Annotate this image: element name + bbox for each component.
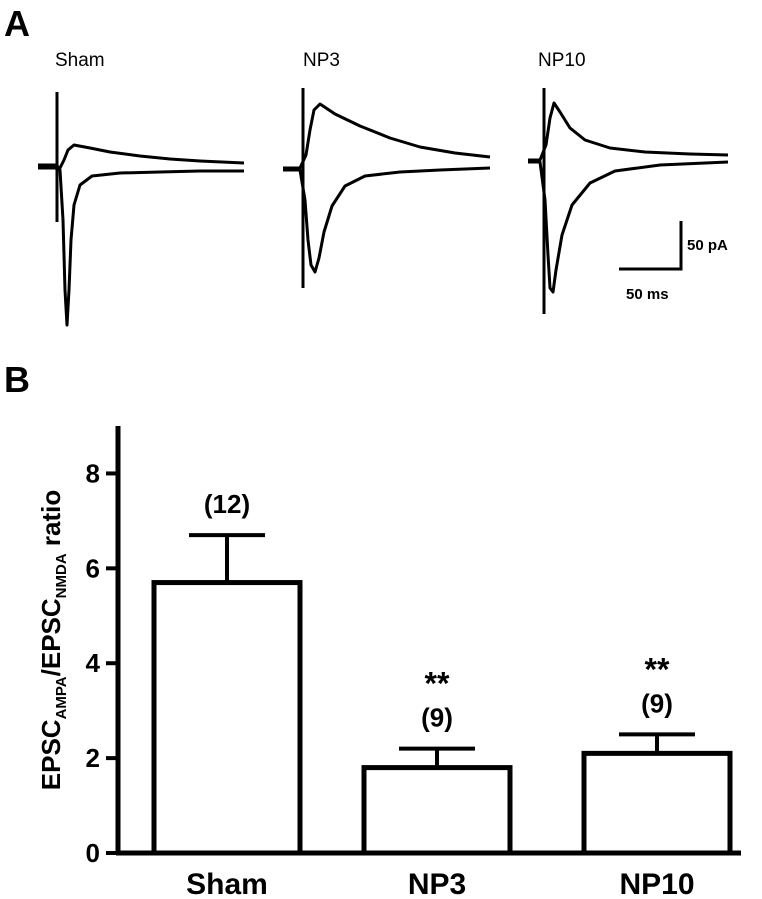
bar-sham <box>151 580 303 856</box>
trace-label-np10: NP10 <box>538 50 586 71</box>
scale-bar-lines <box>619 221 683 271</box>
significance-marker: ** <box>645 651 670 687</box>
bar-np10 <box>581 750 733 856</box>
x-tick-label: Sham <box>186 868 268 899</box>
n-label: (9) <box>641 688 673 718</box>
panel-b: B EPSCAMPA/EPSCNMDA ratio 0 2 4 6 8 (12) Sham (… <box>4 359 741 899</box>
trace-label-np3: NP3 <box>303 50 340 71</box>
y-axis-label-part-2: /EPSC <box>36 598 66 676</box>
trace-np3-inward <box>283 166 491 274</box>
scale-bar: 50 pA 50 ms <box>619 221 728 303</box>
y-axis-label: EPSCAMPA/EPSCNMDA ratio <box>36 490 70 790</box>
trace-np10 <box>528 88 729 314</box>
scale-bar-y-label: 50 pA <box>687 237 728 254</box>
scale-bar-x-label: 50 ms <box>626 286 669 303</box>
trace-sham <box>38 92 245 327</box>
trace-sham-outward <box>38 143 245 170</box>
trace-np3 <box>283 88 491 288</box>
bar-np3 <box>361 765 513 856</box>
x-tick-label: NP3 <box>408 868 466 899</box>
y-axis-label-part-3: ratio <box>36 490 66 554</box>
panel-a-label: A <box>4 3 30 44</box>
y-tick-label: 4 <box>86 648 101 678</box>
n-label: (12) <box>204 489 250 519</box>
significance-marker: ** <box>425 666 450 702</box>
trace-label-sham: Sham <box>55 50 105 71</box>
y-axis-label-sub-2: NMDA <box>53 553 70 598</box>
trace-np3-outward <box>283 102 491 170</box>
y-axis-label-sub-1: AMPA <box>53 676 70 719</box>
n-label: (9) <box>421 703 453 733</box>
panel-b-label: B <box>4 359 30 400</box>
y-tick-label: 0 <box>86 838 100 868</box>
trace-np10-outward <box>528 101 729 162</box>
y-tick-label: 8 <box>86 458 100 488</box>
x-tick-label: NP10 <box>619 868 694 899</box>
trace-sham-inward <box>38 166 244 327</box>
y-tick-label: 2 <box>86 743 100 773</box>
panel-a: A Sham NP3 NP10 50 pA 50 ms <box>4 3 729 327</box>
y-tick-label: 6 <box>86 553 100 583</box>
y-axis-label-part-1: EPSC <box>36 719 66 790</box>
trace-np10-inward <box>528 160 729 294</box>
